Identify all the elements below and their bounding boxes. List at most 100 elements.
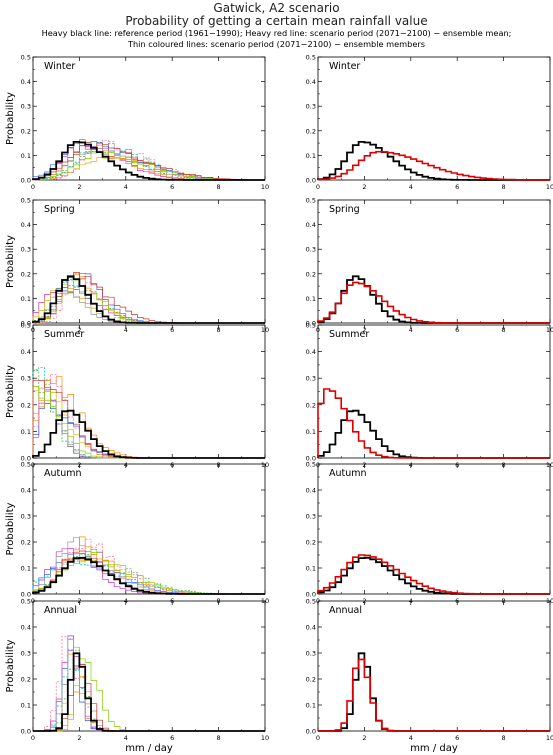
winter-right-ytick-label: 0.4 (306, 78, 316, 86)
spring-left-ytick-label: 0.1 (21, 295, 31, 303)
summer-right-xtick-label: 10 (546, 461, 553, 469)
winter-right-ytick-label: 0.2 (306, 127, 316, 135)
summer-right-reference-line (317, 409, 550, 459)
autumn-left-ytick-label: 0.3 (21, 513, 31, 521)
summer-left-ytick-label: 0.1 (21, 428, 31, 436)
spring-left-member-7 (32, 291, 265, 324)
winter-left-ytick-label: 0.0 (21, 177, 31, 185)
annual-left-ytick-label: 0.1 (21, 702, 31, 710)
autumn-ylabel: Probability (5, 502, 16, 555)
legend-line-2: Thin coloured lines: scenario period (20… (127, 39, 426, 49)
annual-right-ytick-label: 0.1 (306, 702, 316, 710)
winter-right-ytick-label: 0.1 (306, 152, 316, 160)
summer-right-frame (317, 324, 551, 459)
annual-right-ytick-label: 0.0 (306, 728, 316, 736)
legend-line-1: Heavy black line: reference period (1961… (41, 28, 512, 38)
winter-right-frame (317, 56, 551, 181)
winter-right-ytick-label: 0.0 (306, 177, 316, 185)
annual-left-xtick-label: 4 (124, 734, 128, 742)
spring-left-ytick-label: 0.3 (21, 246, 31, 254)
autumn-left-ytick-label: 0.1 (21, 565, 31, 573)
chart-title: Gatwick, A2 scenario (213, 1, 340, 15)
annual-left-ytick-label: 0.4 (21, 624, 31, 632)
autumn-left-panel-title: Autumn (44, 468, 82, 479)
spring-left-frame (32, 199, 266, 324)
chart-subtitle: Probability of getting a certain mean ra… (125, 14, 428, 28)
spring-right-ytick-label: 0.0 (306, 320, 316, 328)
annual-left-ytick-label: 0.0 (21, 728, 31, 736)
winter-left-xtick-label: 2 (77, 183, 81, 191)
winter-left-xtick-label: 6 (170, 183, 174, 191)
winter-right-ytick-label: 0.3 (306, 103, 316, 111)
spring-ylabel: Probability (5, 235, 16, 288)
summer-left-ytick-label: 0.5 (21, 322, 31, 330)
winter-left-member-10 (32, 142, 266, 181)
annual-left-xtick-label: 2 (77, 734, 81, 742)
annual-left-xtick-label: 10 (261, 734, 269, 742)
annual-right-xtick-label: 6 (455, 734, 459, 742)
spring-right-ytick-label: 0.3 (306, 246, 316, 254)
annual-right-xtick-label: 10 (546, 734, 553, 742)
summer-right-ytick-label: 0.2 (306, 401, 316, 409)
winter-right-ytick-label: 0.5 (306, 54, 316, 62)
winter-left-ytick-label: 0.1 (21, 152, 31, 160)
autumn-left-ytick-label: 0.5 (21, 461, 31, 469)
autumn-right-ytick-label: 0.3 (306, 513, 316, 521)
autumn-right-ytick-label: 0.1 (306, 565, 316, 573)
spring-right-xtick-label: 4 (409, 326, 413, 334)
winter-right-xtick-label: 2 (362, 183, 366, 191)
summer-left-ytick-label: 0.2 (21, 401, 31, 409)
annual-right-xtick-label: 8 (502, 734, 506, 742)
spring-left-ytick-label: 0.4 (21, 221, 31, 229)
autumn-right-panel-title: Autumn (329, 468, 367, 479)
winter-left-reference-line (32, 141, 265, 181)
spring-left-panel-title: Spring (44, 204, 75, 215)
xlabel-left: mm / day (125, 743, 173, 754)
spring-right-ytick-label: 0.4 (306, 221, 316, 229)
winter-left-ytick-label: 0.3 (21, 103, 31, 111)
summer-right-ytick-label: 0.0 (306, 455, 316, 463)
annual-right-ytick-label: 0.2 (306, 676, 316, 684)
autumn-right-scenario-mean-line (317, 554, 550, 595)
spring-right-panel-title: Spring (329, 204, 360, 215)
winter-left-member-8 (33, 139, 266, 181)
winter-left-ytick-label: 0.5 (21, 54, 31, 62)
annual-left-panel-title: Annual (44, 605, 77, 616)
spring-right-ytick-label: 0.5 (306, 197, 316, 205)
annual-left-xtick-label: 8 (217, 734, 221, 742)
annual-left-ytick-label: 0.5 (21, 598, 31, 606)
xlabel-right: mm / day (410, 743, 458, 754)
spring-left-reference-line (32, 275, 265, 324)
spring-right-frame (317, 199, 551, 324)
autumn-right-ytick-label: 0.5 (306, 461, 316, 469)
summer-left-reference-line (32, 409, 265, 459)
summer-right-panel-title: Summer (329, 329, 369, 340)
winter-left-ytick-label: 0.2 (21, 127, 31, 135)
winter-ylabel: Probability (5, 92, 16, 145)
summer-right-ytick-label: 0.3 (306, 375, 316, 383)
annual-left-xtick-label: 6 (170, 734, 174, 742)
annual-right-xtick-label: 4 (409, 734, 413, 742)
winter-right-scenario-mean-line (317, 150, 550, 181)
winter-left-xtick-label: 8 (217, 183, 221, 191)
spring-right-ytick-label: 0.1 (306, 295, 316, 303)
autumn-right-frame (317, 463, 551, 595)
summer-left-ytick-label: 0.4 (21, 348, 31, 356)
spring-right-xtick-label: 6 (455, 326, 459, 334)
winter-left-ytick-label: 0.4 (21, 78, 31, 86)
annual-right-xtick-label: 0 (316, 734, 320, 742)
summer-left-panel-title: Summer (44, 329, 84, 340)
winter-left-xtick-label: 0 (31, 183, 35, 191)
spring-left-ytick-label: 0.2 (21, 270, 31, 278)
autumn-left-frame (32, 463, 266, 595)
winter-right-xtick-label: 0 (316, 183, 320, 191)
spring-left-xtick-label: 8 (217, 326, 221, 334)
autumn-left-reference-line (32, 556, 265, 595)
winter-right-xtick-label: 4 (409, 183, 413, 191)
annual-right-ytick-label: 0.5 (306, 598, 316, 606)
spring-right-xtick-label: 8 (502, 326, 506, 334)
summer-right-ytick-label: 0.5 (306, 322, 316, 330)
autumn-right-ytick-label: 0.0 (306, 591, 316, 599)
summer-right-ytick-label: 0.4 (306, 348, 316, 356)
